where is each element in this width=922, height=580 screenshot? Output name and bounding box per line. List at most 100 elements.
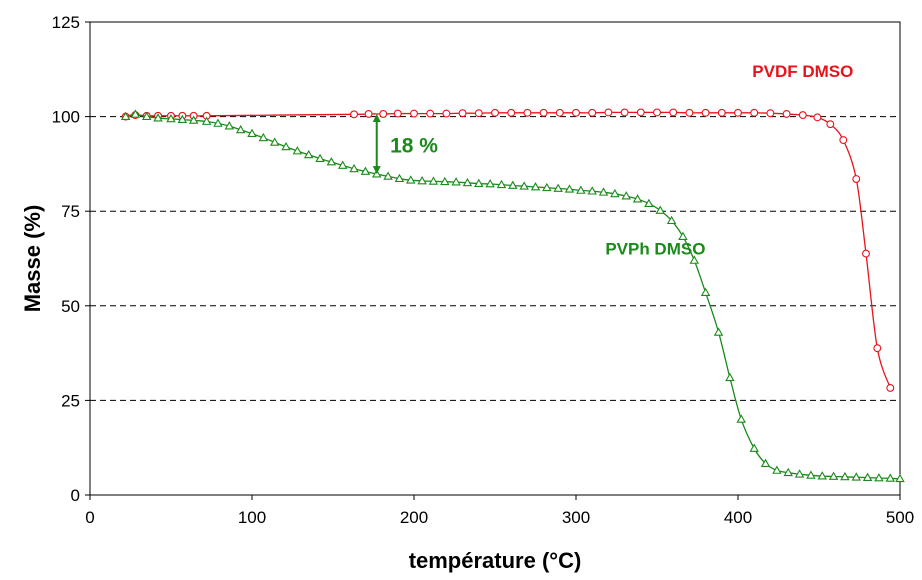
x-tick-label: 100 (238, 508, 266, 527)
data-point-pvph (644, 198, 654, 208)
data-point-pvdf (873, 344, 882, 353)
data-point-pvdf (555, 108, 564, 117)
data-point-pvdf (442, 109, 451, 118)
data-point-pvdf (588, 108, 597, 117)
axis-ticks: 0 25 50 75 100 125 0 100 200 300 400 500 (52, 13, 915, 527)
data-point-pvph (817, 471, 827, 480)
data-point-pvdf (852, 175, 861, 183)
x-tick-label: 200 (400, 508, 428, 527)
annotations: PVDF DMSO PVPh DMSO 18 % (372, 62, 853, 259)
data-point-pvph (440, 176, 450, 186)
data-point-pvph (895, 473, 905, 483)
data-point-pvdf (539, 108, 548, 117)
data-point-pvph (700, 287, 711, 296)
x-tick-label: 0 (85, 508, 94, 527)
data-point-pvph (598, 187, 609, 196)
data-point-pvph (177, 114, 188, 124)
data-point-pvph (530, 182, 541, 191)
arrow-head-down (372, 166, 381, 175)
data-point-pvdf (798, 111, 807, 120)
data-point-pvph (666, 215, 677, 225)
data-point-pvdf (653, 108, 661, 117)
data-point-pvph (553, 183, 563, 192)
data-point-pvph (828, 471, 839, 480)
data-point-pvdf (474, 109, 483, 118)
data-point-pvph (736, 414, 746, 423)
data-point-pvph (383, 171, 393, 180)
data-point-pvph (576, 185, 586, 194)
data-point-pvdf (839, 136, 848, 145)
data-point-pvph (840, 471, 850, 481)
x-tick-label: 400 (724, 508, 752, 527)
data-point-pvph (337, 160, 348, 169)
data-point-pvph (564, 184, 575, 193)
data-point-pvph (315, 153, 325, 163)
data-point-pvph (213, 118, 223, 127)
data-point-pvph (496, 179, 507, 189)
data-point-pvph (258, 132, 269, 142)
y-tick-label: 100 (52, 108, 80, 127)
data-point-pvph (885, 473, 896, 482)
data-point-pvph (235, 124, 246, 134)
data-point-pvph (874, 473, 884, 482)
data-point-pvph (166, 113, 176, 123)
data-point-pvdf (766, 109, 775, 118)
data-point-pvph (689, 255, 700, 264)
data-point-pvph (188, 115, 199, 124)
data-point-pvdf (620, 108, 629, 117)
y-tick-label: 75 (61, 202, 80, 221)
data-point-pvdf (604, 108, 613, 117)
y-tick-label: 25 (61, 391, 80, 410)
data-point-pvph (247, 128, 257, 138)
data-point-pvdf (886, 383, 895, 392)
data-point-pvdf (701, 108, 710, 117)
data-point-pvdf (717, 108, 726, 117)
data-point-pvph (153, 113, 163, 122)
data-point-pvph (269, 137, 280, 146)
data-point-pvdf (379, 110, 388, 118)
data-point-pvph (725, 372, 735, 382)
data-point-pvph (621, 191, 631, 200)
y-tick-label: 125 (52, 13, 80, 32)
y-tick-label: 50 (61, 297, 80, 316)
data-point-pvph (542, 182, 552, 192)
data-point-pvph (417, 176, 427, 185)
data-point-pvph (120, 111, 131, 120)
data-point-pvph (201, 116, 212, 125)
data-point-pvdf (350, 110, 359, 119)
data-point-pvph (862, 472, 873, 481)
data-point-pvph (303, 149, 314, 159)
data-point-pvph (451, 177, 461, 186)
series-line-pvdf (125, 111, 891, 389)
arrow-head-up (372, 113, 381, 122)
data-point-pvdf (750, 108, 759, 117)
x-tick-label: 300 (562, 508, 590, 527)
data-point-pvdf (572, 108, 580, 117)
data-point-pvph (462, 177, 473, 187)
data-point-pvph (851, 472, 862, 481)
series-group (120, 108, 905, 483)
data-point-pvph (760, 458, 771, 467)
data-point-pvph (360, 166, 371, 175)
data-point-pvph (519, 181, 529, 190)
data-point-pvdf (813, 113, 822, 122)
x-tick-label: 500 (886, 508, 914, 527)
data-point-pvph (749, 443, 759, 452)
data-point-pvph (224, 121, 235, 130)
data-point-pvph (349, 163, 359, 173)
data-point-pvdf (734, 108, 742, 117)
data-point-pvdf (523, 108, 532, 117)
series-line-pvph (125, 113, 901, 480)
series-label: PVPh DMSO (605, 240, 705, 259)
data-point-pvph (326, 157, 337, 166)
data-point-pvph (130, 109, 141, 118)
data-point-pvdf (458, 109, 467, 118)
data-point-pvph (655, 205, 665, 214)
data-point-pvph (794, 469, 805, 478)
data-point-pvph (772, 465, 782, 474)
data-point-pvph (474, 178, 484, 187)
data-point-pvdf (491, 108, 499, 117)
data-point-pvdf (393, 109, 402, 118)
data-point-pvdf (826, 120, 835, 129)
